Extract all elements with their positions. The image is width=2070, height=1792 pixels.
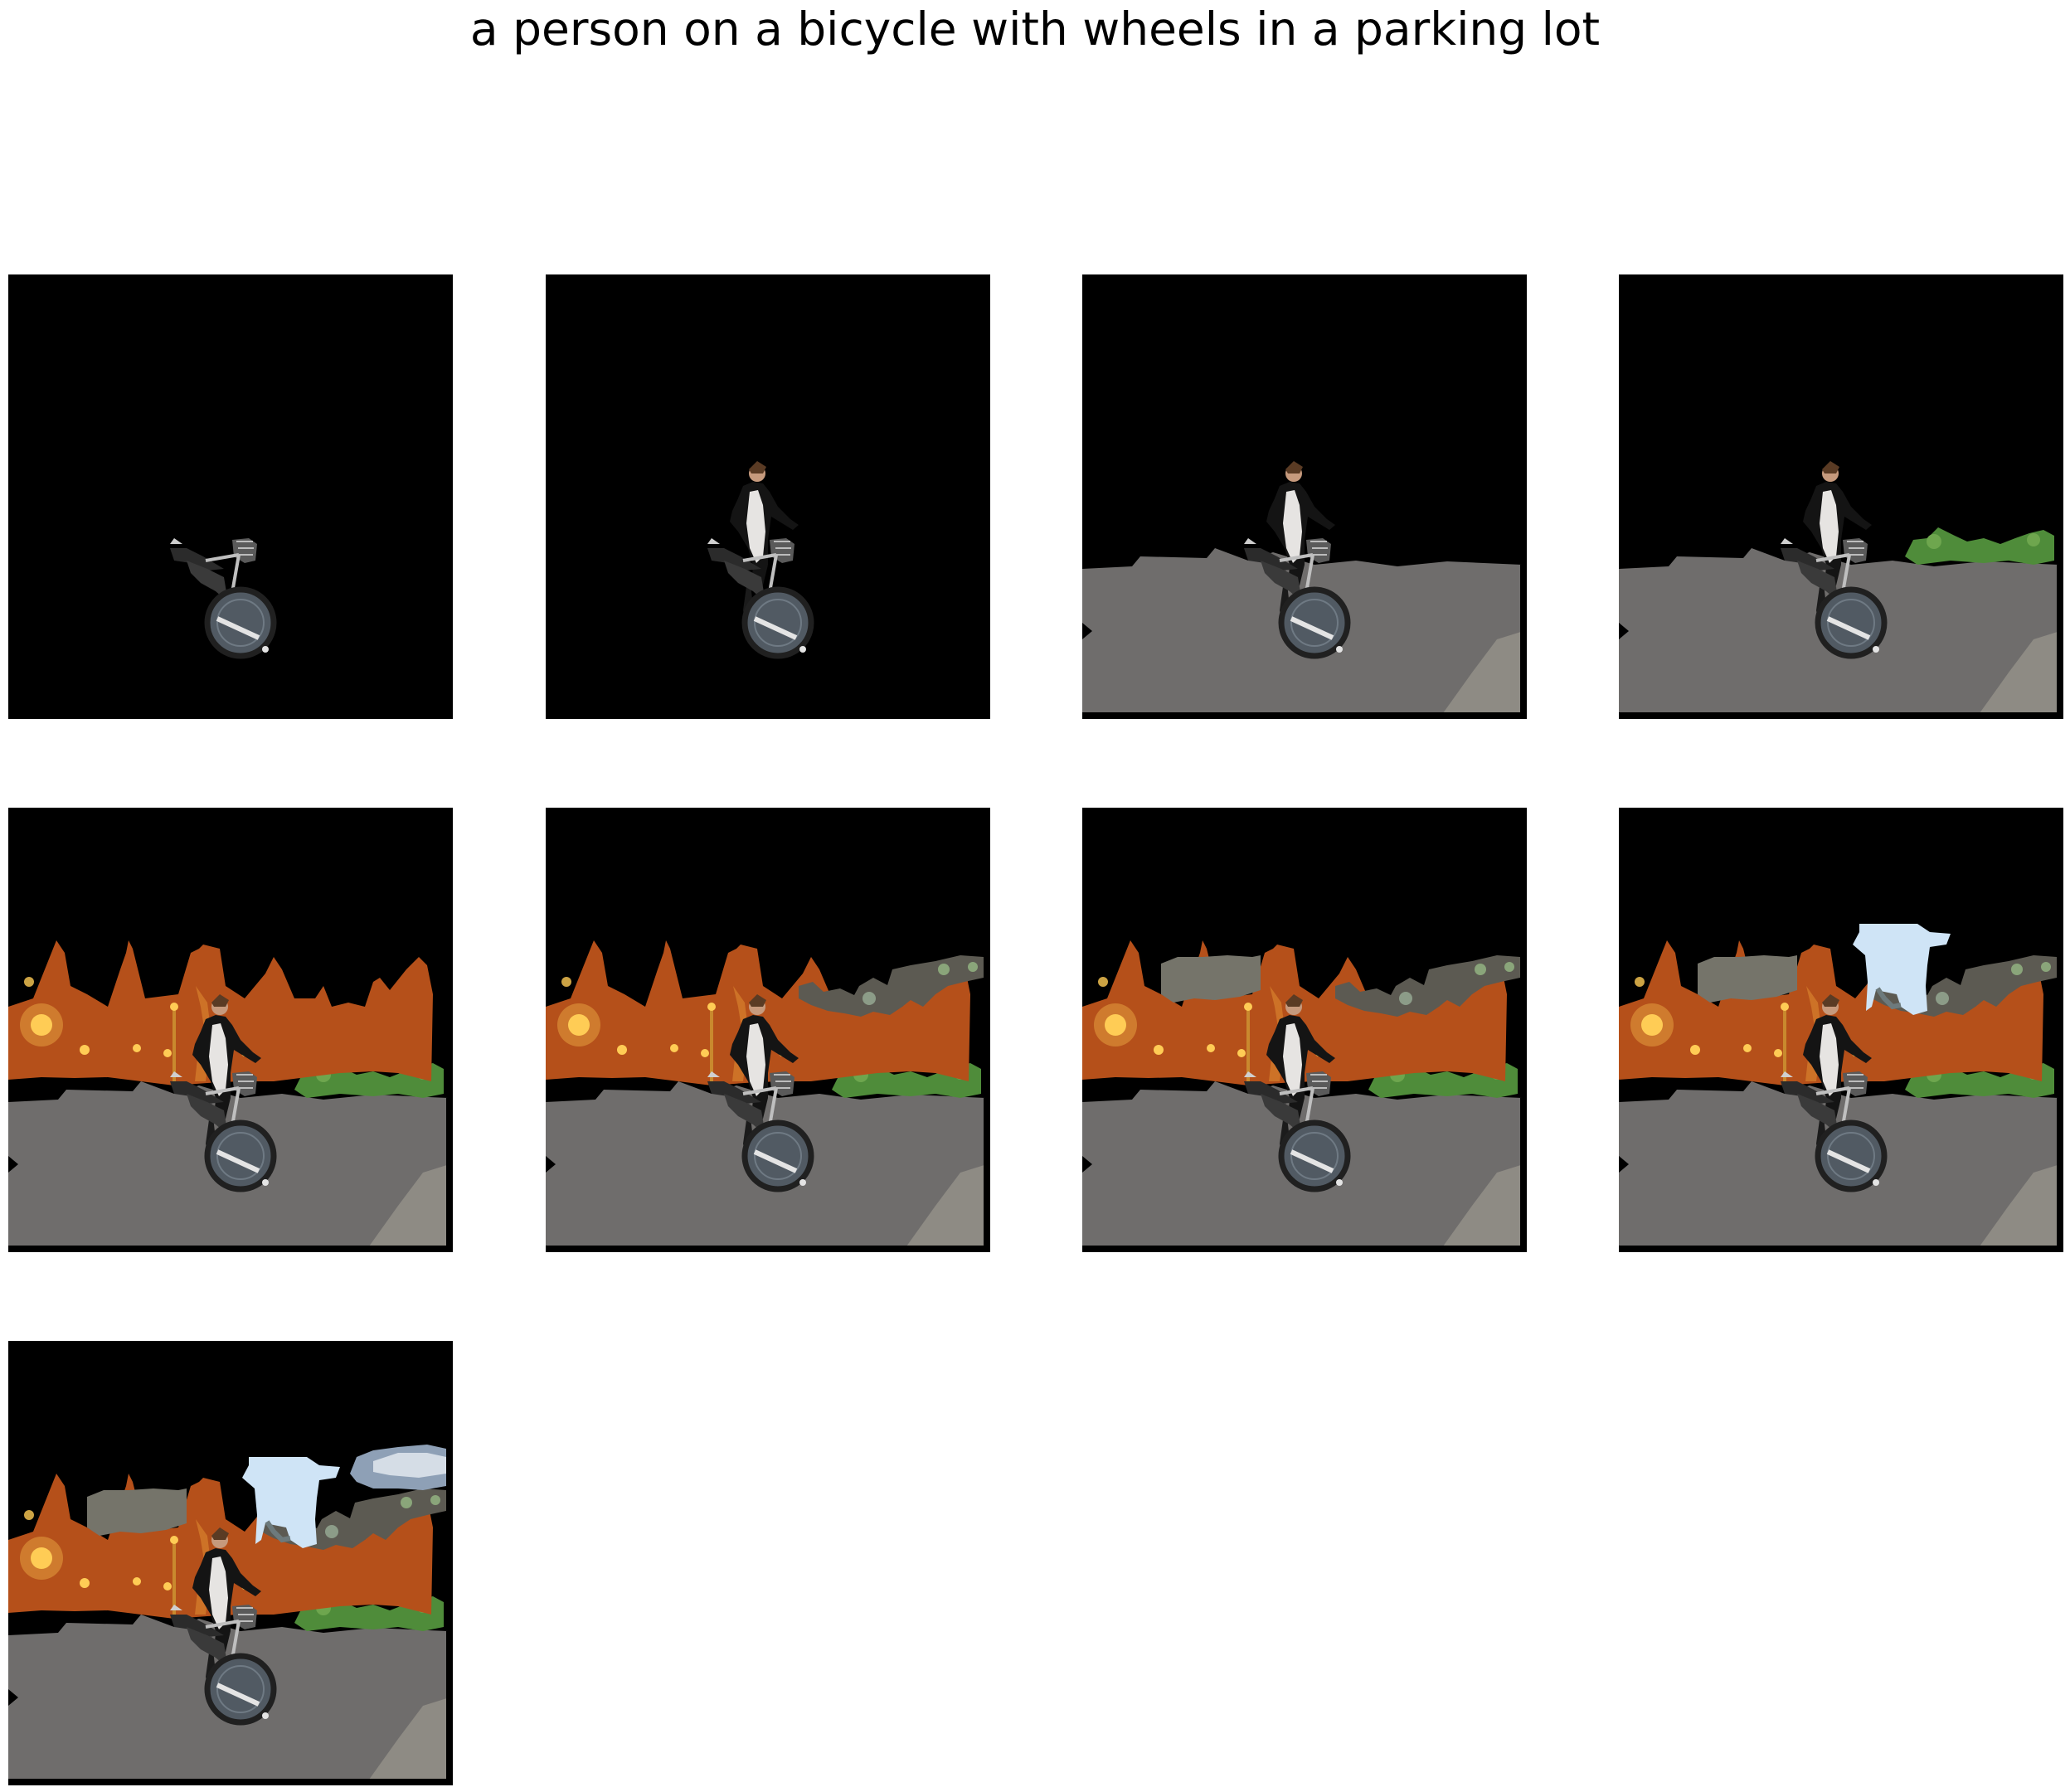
bicycle-layer — [707, 1071, 814, 1192]
image-panel-1 — [8, 274, 453, 719]
image-panel-6 — [546, 808, 990, 1252]
bicycle-layer — [1244, 538, 1351, 659]
panel-image — [1619, 274, 2063, 719]
panel-image — [546, 808, 990, 1252]
image-panel-8 — [1619, 808, 2063, 1252]
image-panel-5 — [8, 808, 453, 1252]
image-panel-3 — [1082, 274, 1527, 719]
image-panel-7 — [1082, 808, 1527, 1252]
bicycle-layer — [170, 1071, 277, 1192]
bicycle-layer — [170, 1605, 277, 1726]
panel-image — [8, 274, 453, 719]
bicycle-layer — [170, 538, 277, 659]
bicycle-layer — [1244, 1071, 1351, 1192]
panel-image — [1082, 274, 1527, 719]
sky-patch-layer — [1853, 924, 1951, 1015]
bicycle-layer — [1781, 1071, 1888, 1192]
bicycle-layer — [1781, 538, 1888, 659]
foliage-left-layer — [1698, 955, 1797, 1003]
panel-image — [546, 274, 990, 719]
foliage-right-layer — [1335, 955, 1520, 1017]
bushes-layer — [1905, 527, 2054, 565]
panel-image — [1619, 808, 2063, 1252]
image-panel-2 — [546, 274, 990, 719]
foliage-left-layer — [87, 1488, 187, 1536]
cloud-patch-layer — [350, 1445, 446, 1490]
foliage-left-layer — [1161, 955, 1261, 1003]
panel-image — [1082, 808, 1527, 1252]
bicycle-layer — [707, 538, 814, 659]
figure-title: a person on a bicycle with wheels in a p… — [469, 2, 1601, 56]
panel-image — [8, 808, 453, 1252]
panel-image — [8, 1341, 453, 1785]
image-panel-9 — [8, 1341, 453, 1785]
image-panel-4 — [1619, 274, 2063, 719]
sky-patch-layer — [242, 1457, 340, 1548]
foliage-right-layer — [799, 955, 984, 1017]
